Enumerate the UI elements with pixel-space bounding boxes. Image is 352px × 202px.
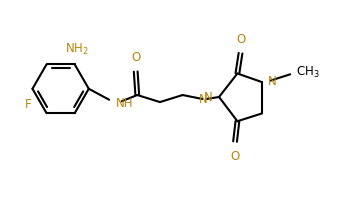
- Text: N: N: [204, 90, 213, 103]
- Text: CH$_3$: CH$_3$: [296, 65, 319, 80]
- Text: N: N: [199, 92, 207, 105]
- Text: NH$_2$: NH$_2$: [65, 41, 89, 57]
- Text: O: O: [237, 33, 246, 46]
- Text: N: N: [268, 75, 277, 88]
- Text: F: F: [24, 98, 31, 111]
- Text: O: O: [231, 150, 240, 163]
- Text: NH: NH: [116, 96, 134, 109]
- Text: O: O: [132, 51, 141, 64]
